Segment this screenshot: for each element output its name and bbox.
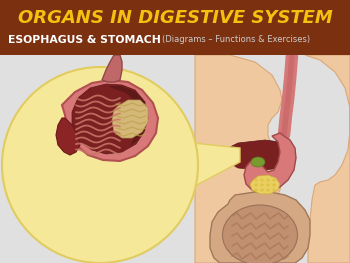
Polygon shape (250, 175, 280, 194)
Ellipse shape (266, 189, 270, 191)
Polygon shape (56, 118, 80, 155)
Ellipse shape (254, 184, 258, 186)
Bar (0, 0, 350, 55)
Bar (0, 55, 350, 263)
Ellipse shape (272, 189, 276, 191)
Polygon shape (305, 55, 350, 263)
Ellipse shape (272, 179, 276, 181)
Text: ESOPHAGUS & STOMACH: ESOPHAGUS & STOMACH (8, 35, 161, 45)
Polygon shape (72, 84, 148, 154)
Text: ORGANS IN DIGESTIVE SYSTEM: ORGANS IN DIGESTIVE SYSTEM (18, 9, 332, 27)
Ellipse shape (251, 157, 265, 167)
Ellipse shape (266, 179, 270, 181)
Ellipse shape (254, 189, 258, 191)
Polygon shape (112, 100, 148, 138)
Ellipse shape (260, 179, 264, 181)
Ellipse shape (223, 205, 298, 263)
Polygon shape (108, 86, 148, 146)
Ellipse shape (260, 189, 264, 191)
Polygon shape (195, 55, 282, 263)
Text: ESOPHAGUS & STOMACH: ESOPHAGUS & STOMACH (8, 35, 161, 45)
Text: (Diagrams – Functions & Exercises): (Diagrams – Functions & Exercises) (162, 36, 310, 44)
Text: ORGANS IN DIGESTIVE SYSTEM: ORGANS IN DIGESTIVE SYSTEM (18, 9, 332, 27)
Polygon shape (193, 143, 240, 187)
Polygon shape (102, 55, 122, 82)
Polygon shape (244, 133, 296, 193)
Ellipse shape (254, 179, 258, 181)
Bar (0, 0, 350, 55)
Polygon shape (210, 192, 310, 263)
Ellipse shape (272, 184, 276, 186)
Ellipse shape (260, 184, 264, 186)
Polygon shape (62, 80, 158, 161)
Circle shape (2, 67, 198, 263)
Ellipse shape (266, 184, 270, 186)
Text: (Diagrams – Functions & Exercises): (Diagrams – Functions & Exercises) (162, 36, 310, 44)
Polygon shape (228, 140, 285, 170)
